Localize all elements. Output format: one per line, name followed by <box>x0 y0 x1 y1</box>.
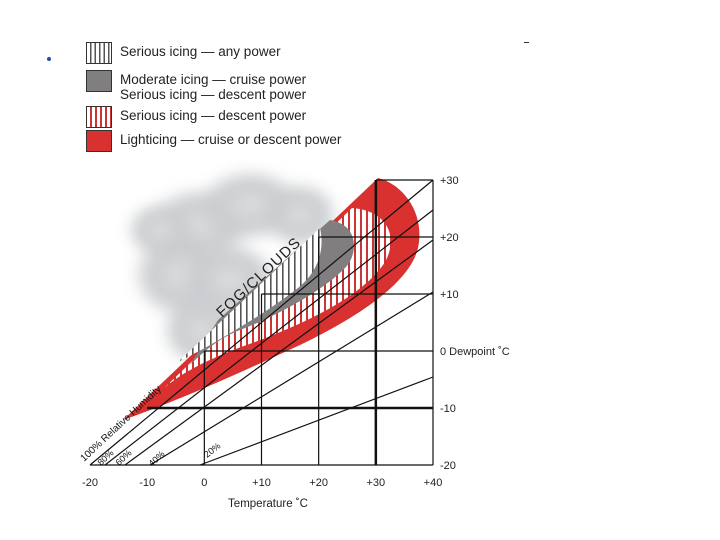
rh-label-20: 20% <box>202 441 222 460</box>
rh-line-20 <box>199 376 434 466</box>
legend-swatch-solid-red <box>86 130 112 152</box>
x-tick-label: +40 <box>424 477 443 489</box>
legend-item-serious-descent: Serious icing — descent power <box>86 106 306 128</box>
legend-item-moderate-icing: Moderate icing — cruise power Serious ic… <box>86 70 306 102</box>
legend-swatch-hatched-red <box>86 106 112 128</box>
relative-humidity-lines <box>89 179 434 466</box>
y-tick-label: +20 <box>440 232 459 244</box>
legend-label: Lighticing — cruise or descent power <box>120 132 342 147</box>
legend-label: Serious icing — descent power <box>120 108 307 123</box>
x-tick-label: -10 <box>139 477 155 489</box>
cloud-illustration <box>125 167 340 368</box>
rh-line-100 <box>89 179 434 466</box>
x-tick-label: +30 <box>366 477 385 489</box>
corner-mark <box>524 42 529 43</box>
legend-label-line2: Serious icing — descent power <box>120 87 307 102</box>
legend-item-light-icing: Lighticing — cruise or descent power <box>86 130 341 152</box>
rh-line-40 <box>149 291 434 466</box>
legend-label: Serious icing — any power <box>120 44 281 59</box>
y-tick-label: -20 <box>440 460 456 472</box>
y-tick-label: +30 <box>440 175 459 187</box>
x-tick-label: +10 <box>252 477 271 489</box>
x-tick-label: 0 <box>201 477 207 489</box>
bullet-dot <box>47 57 51 61</box>
legend-swatch-hatched-gray <box>86 42 112 64</box>
legend-item-serious-any-power: Serious icing — any power <box>86 42 281 64</box>
x-tick-label: +20 <box>309 477 328 489</box>
rh-line-80 <box>104 209 434 466</box>
legend-swatch-solid-gray <box>86 70 112 92</box>
icing-regions <box>123 178 420 420</box>
legend-label-line1: Moderate icing — cruise power <box>120 72 307 87</box>
x-tick-label: -20 <box>82 477 98 489</box>
y-tick-label: +10 <box>440 289 459 301</box>
y-tick-label: -10 <box>440 403 456 415</box>
region-serious-icing-any-power <box>178 228 322 362</box>
rh-line-60 <box>124 239 434 466</box>
y-tick-label: 0 Dewpoint ˚C <box>440 346 510 358</box>
x-axis-title: Temperature ˚C <box>228 498 308 510</box>
legend-label: Moderate icing — cruise power Serious ic… <box>120 70 306 102</box>
